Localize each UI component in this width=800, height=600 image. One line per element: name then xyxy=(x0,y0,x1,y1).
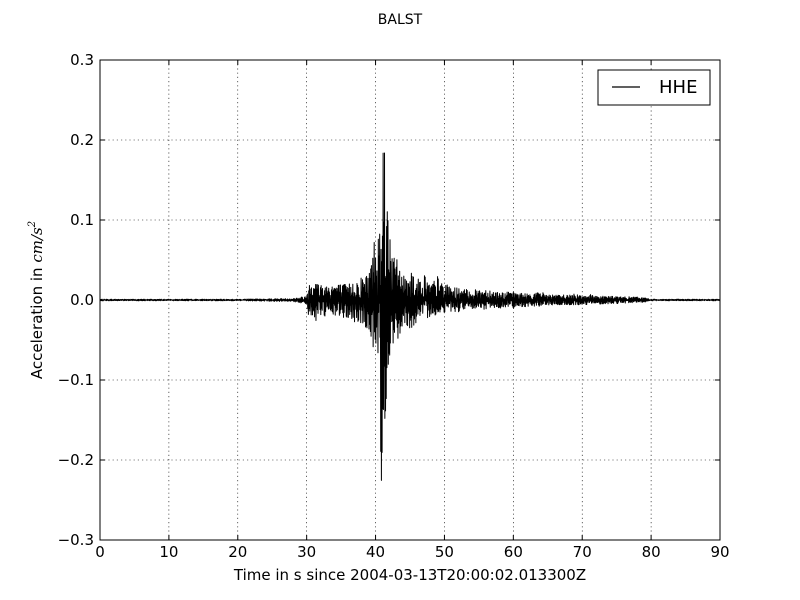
y-tick-label: 0.1 xyxy=(70,211,94,229)
y-axis-label-exponent: 2 xyxy=(27,221,38,228)
y-axis-label-group: Acceleration in cm/s2 xyxy=(27,221,46,379)
legend-label-hhe: HHE xyxy=(659,77,697,98)
x-tick-labels: 0 10 20 30 40 50 60 70 80 90 xyxy=(95,543,729,561)
x-tick-label: 20 xyxy=(228,543,247,561)
chart-title: BALST xyxy=(378,12,423,28)
x-tick-label: 90 xyxy=(710,543,729,561)
x-tick-label: 30 xyxy=(297,543,316,561)
legend: HHE xyxy=(597,69,711,106)
axis-ticks xyxy=(99,59,721,541)
y-tick-labels: 0.3 0.2 0.1 0.0 −0.1 −0.2 −0.3 xyxy=(58,51,94,549)
x-tick-label: 50 xyxy=(435,543,454,561)
x-tick-label: 80 xyxy=(642,543,661,561)
y-tick-label: −0.3 xyxy=(58,531,94,549)
y-tick-label: 0.3 xyxy=(70,51,94,69)
y-tick-label: 0.2 xyxy=(70,131,94,149)
y-axis-label-prefix: Acceleration in xyxy=(28,263,46,379)
x-tick-label: 60 xyxy=(504,543,523,561)
y-tick-label: −0.1 xyxy=(58,371,94,389)
x-axis-label: Time in s since 2004-03-13T20:00:02.0133… xyxy=(233,566,586,584)
y-axis-label-unit: cm/s xyxy=(28,227,46,263)
x-tick-label: 0 xyxy=(95,543,105,561)
series-line-hhe xyxy=(99,152,721,481)
x-tick-label: 10 xyxy=(159,543,178,561)
x-tick-label: 70 xyxy=(573,543,592,561)
x-tick-label: 40 xyxy=(366,543,385,561)
y-axis-label: Acceleration in cm/s2 xyxy=(27,221,46,379)
y-tick-label: 0.0 xyxy=(70,291,94,309)
series-layer xyxy=(99,152,721,481)
y-tick-label: −0.2 xyxy=(58,451,94,469)
